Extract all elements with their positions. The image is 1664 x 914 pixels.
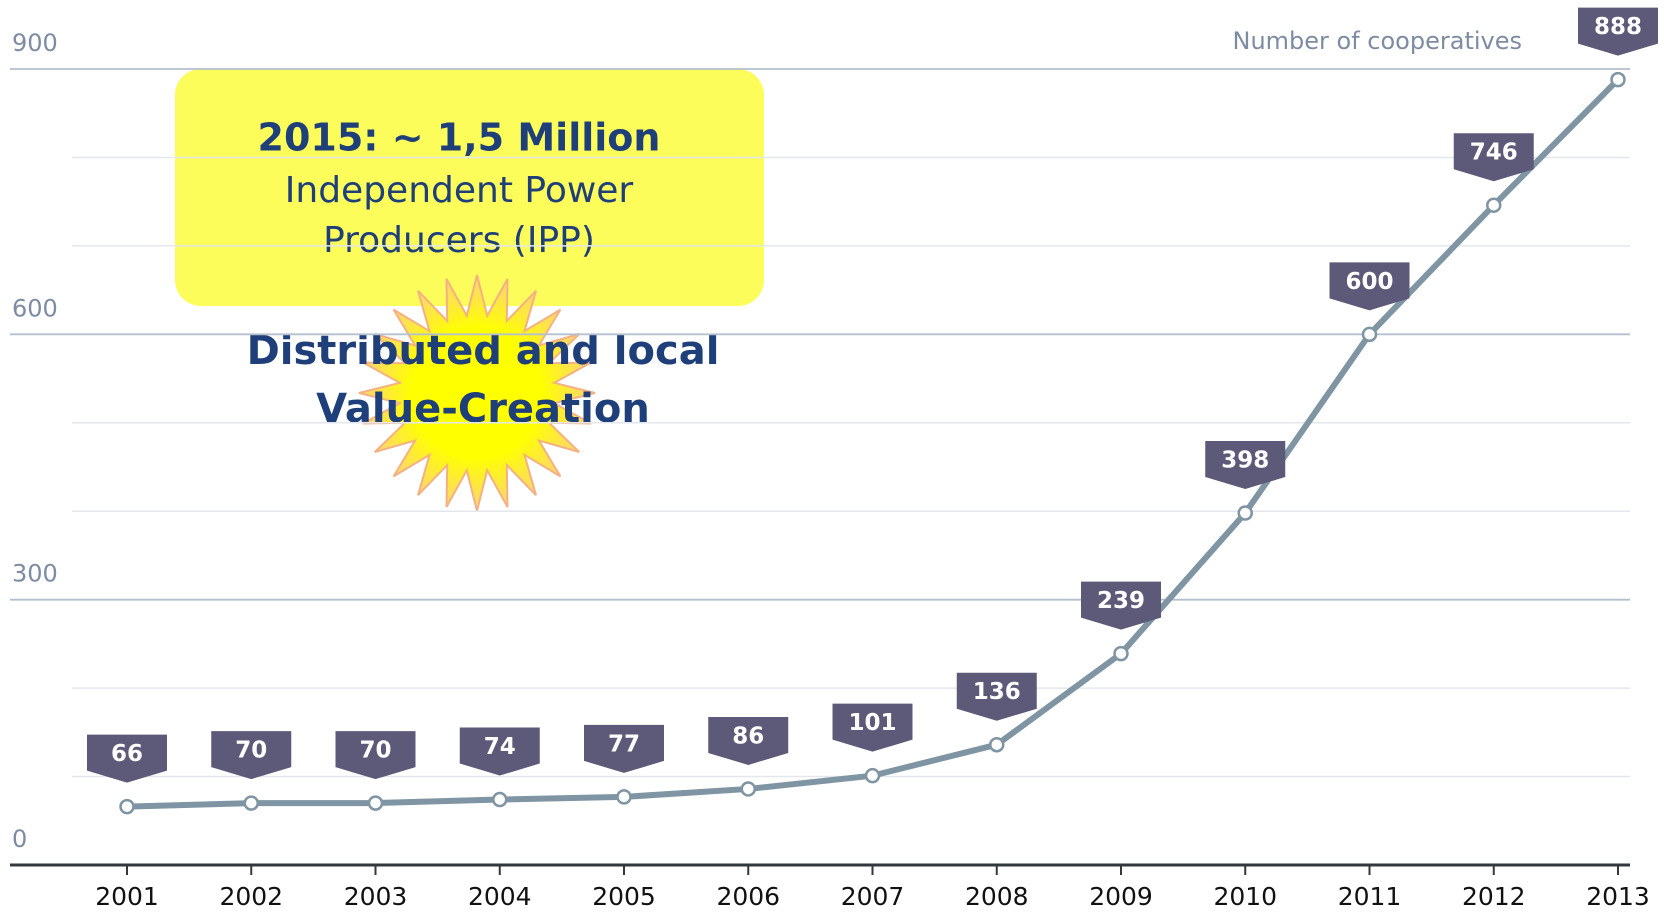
label-flag (211, 731, 292, 780)
y-tick-label: 600 (12, 294, 58, 322)
label-flag (1329, 262, 1410, 311)
point (864, 767, 881, 784)
value-label: 888 (1594, 14, 1642, 40)
point (1361, 326, 1378, 343)
y-tick-label: 300 (12, 560, 58, 588)
label-flag (708, 716, 789, 765)
label-flag (956, 672, 1037, 721)
x-tick-label: 2011 (1338, 882, 1402, 911)
value-label: 74 (484, 734, 516, 760)
point (989, 736, 1005, 753)
point (616, 789, 632, 805)
point (119, 798, 135, 815)
x-tick-label: 2008 (965, 882, 1029, 911)
callout-text: Producers (IPP) (323, 220, 595, 261)
value-label: 600 (1345, 269, 1393, 295)
point (1610, 71, 1626, 88)
label-flag (335, 731, 416, 780)
callout-title: 2015: ~ 1,5 Million (258, 116, 661, 160)
value-label: 70 (235, 738, 267, 764)
label-flag (1205, 440, 1286, 489)
label-flag (1453, 133, 1534, 182)
value-label: 101 (848, 710, 896, 736)
x-tick-label: 2002 (219, 882, 283, 911)
label-flag (584, 724, 664, 773)
x-tick-label: 2010 (1213, 882, 1277, 911)
x-tick-label: 2005 (592, 882, 656, 911)
label-flag (1578, 7, 1658, 56)
label-flag (459, 727, 540, 776)
callout-text: Independent Power (285, 170, 634, 211)
label-flag (832, 703, 913, 752)
x-tick-label: 2004 (468, 882, 532, 911)
value-label: 398 (1221, 447, 1269, 473)
point (1113, 645, 1129, 662)
point (492, 791, 508, 808)
point (740, 781, 756, 797)
x-tick-label: 2001 (95, 882, 159, 911)
point (367, 795, 384, 811)
y-tick-label: 900 (12, 29, 58, 57)
x-tick-label: 2012 (1462, 882, 1526, 911)
value-label: 746 (1470, 140, 1518, 166)
point (243, 795, 259, 811)
value-label: 86 (732, 723, 764, 749)
label-flag (1081, 581, 1161, 630)
value-label: 136 (973, 679, 1021, 705)
point (1486, 197, 1502, 213)
y-tick-label: 0 (12, 825, 27, 853)
burst-text: Value-Creation (316, 386, 650, 432)
axis-title: Number of cooperatives (1233, 27, 1523, 55)
burst-text: Distributed and local (247, 328, 720, 374)
x-tick-label: 2006 (716, 882, 780, 911)
callout-box (175, 69, 764, 306)
value-label: 77 (608, 731, 640, 757)
x-tick-label: 2013 (1586, 882, 1650, 911)
x-tick-label: 2007 (841, 882, 905, 911)
label-flag (87, 734, 167, 783)
x-tick-label: 2009 (1089, 882, 1153, 911)
x-tick-label: 2003 (344, 882, 408, 911)
value-label: 66 (111, 741, 143, 767)
value-label: 239 (1097, 588, 1145, 614)
point (1237, 505, 1253, 521)
value-label: 70 (359, 738, 391, 764)
